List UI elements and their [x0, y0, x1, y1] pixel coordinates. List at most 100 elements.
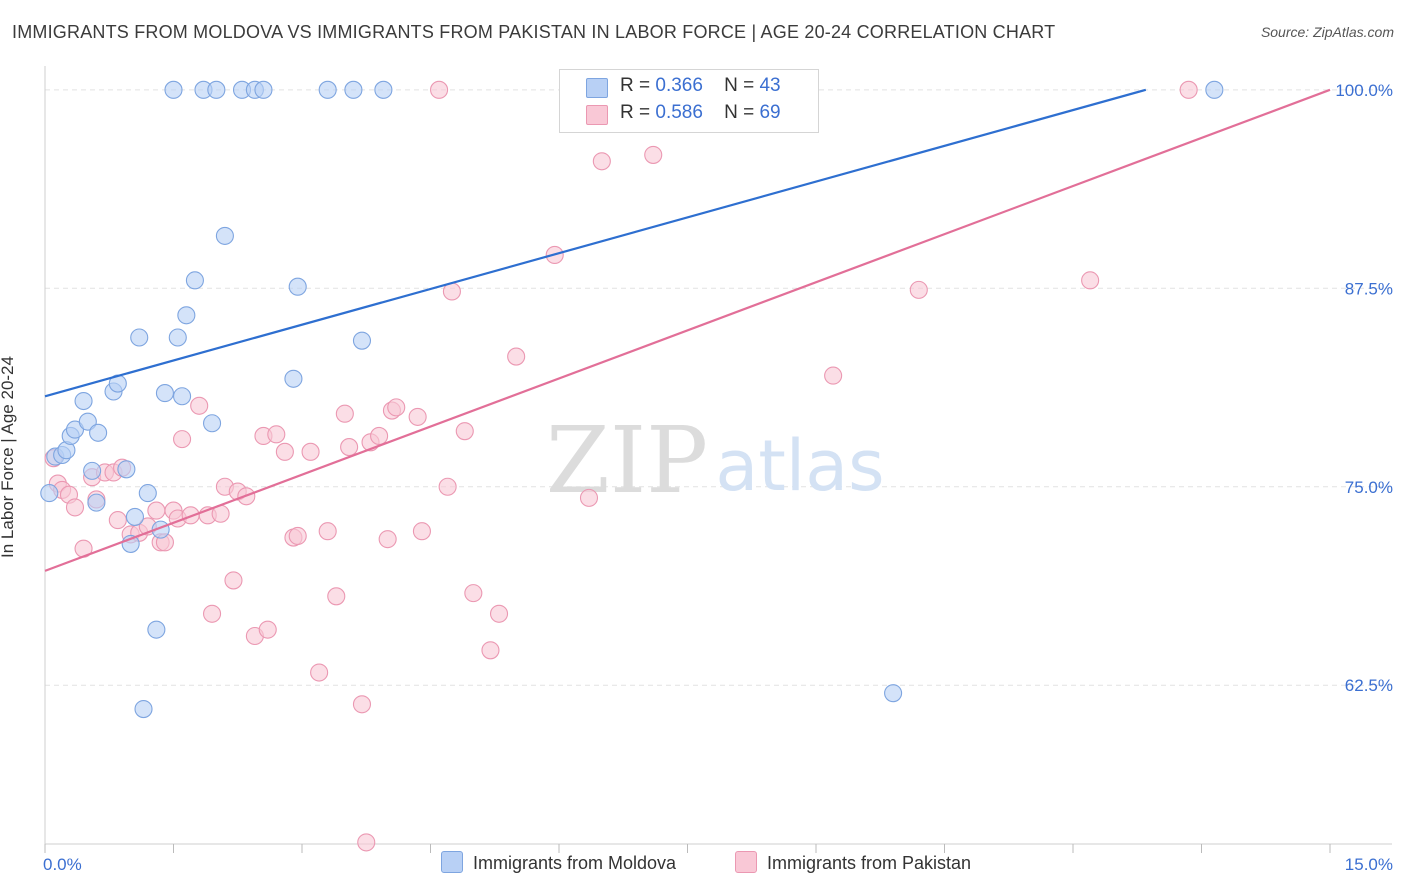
pakistan-point — [412, 522, 431, 541]
legend-swatch-moldova — [441, 851, 463, 873]
pakistan-point — [464, 584, 483, 603]
moldova-swatch — [586, 78, 608, 98]
n-label: N = — [724, 102, 755, 123]
moldova-point — [168, 328, 187, 347]
moldova-point — [164, 80, 183, 99]
pakistan-n-value: 69 — [759, 102, 781, 123]
pakistan-point — [579, 488, 599, 507]
y-tick-label: 100.0% — [1335, 81, 1393, 100]
moldova-point — [147, 620, 166, 639]
pakistan-point — [318, 522, 337, 541]
moldova-point — [89, 423, 108, 442]
pakistan-swatch — [586, 105, 608, 125]
n-label: N = — [724, 75, 755, 96]
moldova-point — [215, 226, 234, 245]
pakistan-point — [301, 442, 320, 461]
y-tick-label: 87.5% — [1345, 279, 1393, 298]
pakistan-point — [275, 442, 294, 461]
moldova-point — [177, 306, 196, 325]
moldova-point — [87, 493, 106, 512]
moldova-point — [374, 80, 393, 99]
watermark-atlas: atlas — [715, 425, 884, 507]
grid-lines — [45, 89, 1392, 686]
pakistan-point — [824, 366, 843, 385]
r-label: R = — [620, 75, 651, 96]
r-label: R = — [620, 102, 651, 123]
x-tick-label: 15.0% — [1345, 855, 1393, 874]
chart-title: IMMIGRANTS FROM MOLDOVA VS IMMIGRANTS FR… — [12, 22, 1056, 42]
moldova-r-value: 0.366 — [655, 75, 703, 96]
tick-labels: 62.5% 75.0% 87.5% 100.0% 0.0% 15.0% — [43, 81, 1393, 874]
moldova-point — [130, 328, 149, 347]
moldova-point — [254, 80, 273, 99]
pakistan-point — [267, 425, 286, 444]
moldova-point — [134, 699, 153, 719]
moldova-point — [284, 369, 303, 388]
pakistan-r-value: 0.586 — [655, 102, 703, 123]
pakistan-point — [592, 152, 611, 171]
moldova-point — [155, 384, 174, 403]
pakistan-point — [1179, 80, 1198, 99]
pakistan-point — [387, 398, 406, 417]
y-tick-label: 62.5% — [1345, 676, 1393, 695]
pakistan-point — [65, 498, 85, 517]
moldova-point — [203, 414, 222, 433]
moldova-point — [138, 484, 157, 503]
pakistan-point — [370, 426, 389, 445]
legend-item-pakistan: Immigrants from Pakistan — [735, 851, 971, 874]
pakistan-point — [352, 695, 372, 714]
moldova-point — [65, 420, 85, 439]
legend-swatch-pakistan — [735, 851, 757, 873]
pakistan-point — [455, 422, 474, 441]
pakistan-point — [108, 511, 127, 530]
moldova-point — [173, 387, 192, 406]
pakistan-point — [147, 501, 166, 520]
moldova-point — [185, 271, 204, 290]
moldova-point — [884, 684, 903, 703]
trend-lines — [44, 88, 1331, 572]
moldova-point — [288, 277, 307, 296]
stats-legend: R = 0.366 N = 43 R = 0.586 N = 69 — [559, 69, 819, 133]
pakistan-point — [258, 620, 277, 639]
pakistan-point — [438, 477, 457, 496]
pakistan-point — [335, 404, 354, 423]
pakistan-point — [310, 663, 329, 682]
watermark-zip: ZIP — [546, 407, 708, 514]
series-moldova — [40, 80, 1224, 719]
moldova-trend-line — [44, 88, 1147, 398]
pakistan-point — [909, 280, 928, 299]
moldova-point — [352, 331, 372, 350]
legend-item-moldova: Immigrants from Moldova — [441, 851, 676, 874]
moldova-point — [125, 507, 144, 526]
pakistan-point — [507, 347, 526, 366]
pakistan-point — [489, 604, 509, 623]
source-credit: Source: ZipAtlas.com — [1260, 24, 1394, 40]
axes — [44, 66, 1392, 853]
moldova-point — [40, 484, 59, 503]
y-axis-label-text: In Labor Force | Age 20-24 — [0, 356, 17, 558]
pakistan-point — [408, 407, 427, 426]
moldova-point — [74, 391, 93, 411]
moldova-point — [83, 461, 102, 480]
moldova-point — [207, 80, 226, 99]
moldova-point — [1205, 80, 1224, 99]
moldova-point — [344, 80, 363, 99]
pakistan-point — [1081, 271, 1100, 290]
pakistan-point — [378, 530, 397, 549]
pakistan-point — [203, 604, 222, 623]
pakistan-point — [357, 833, 376, 852]
legend-label-moldova: Immigrants from Moldova — [473, 853, 677, 873]
pakistan-point — [288, 526, 307, 546]
pakistan-point — [644, 145, 663, 164]
moldova-point — [318, 80, 337, 99]
moldova-point — [117, 460, 136, 479]
pakistan-point — [190, 396, 209, 415]
pakistan-point — [430, 80, 449, 99]
pakistan-point — [327, 587, 346, 606]
legend-label-pakistan: Immigrants from Pakistan — [767, 853, 972, 873]
series-pakistan — [44, 80, 1198, 852]
pakistan-point — [340, 438, 359, 457]
pakistan-point — [224, 571, 243, 590]
moldova-point — [78, 412, 97, 431]
